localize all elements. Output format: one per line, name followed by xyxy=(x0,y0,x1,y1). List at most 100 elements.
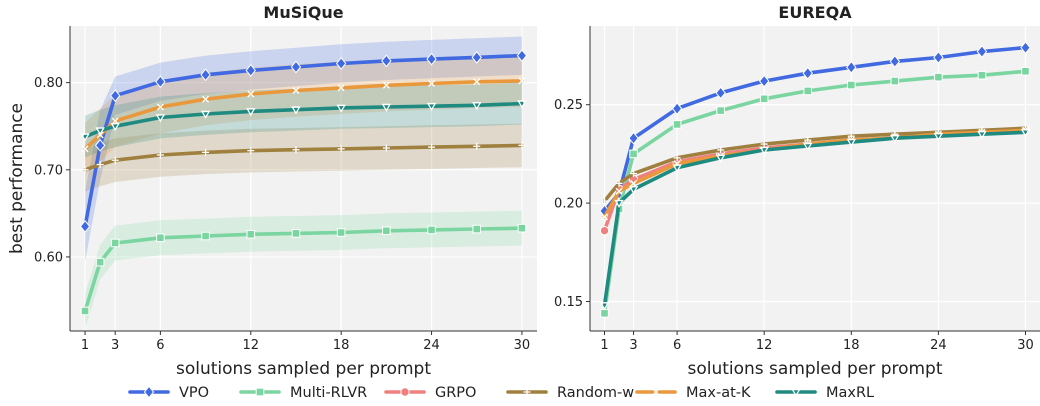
musique-point-maxrl-shape xyxy=(472,102,482,111)
legend-label-maxrl: MaxRL xyxy=(826,385,874,401)
eureqa-y-tick-label: 0.25 xyxy=(554,98,583,113)
eureqa-point-maxrl-shape xyxy=(628,186,639,195)
eureqa-point-maxrl-shape xyxy=(890,134,900,144)
musique-point-vpo-shape xyxy=(109,89,121,103)
musique-point-multi-rlvr-shape xyxy=(80,306,90,316)
musique-point-multi-rlvr-shape xyxy=(246,229,256,239)
legend-label-vpo: VPO xyxy=(179,385,209,401)
musique-point-maxrl-shape xyxy=(246,108,256,117)
musique-point-maxrl-shape xyxy=(155,114,166,123)
musique-point-maxrl xyxy=(426,102,437,112)
eureqa-x-tick-label: 6 xyxy=(673,338,681,353)
eureqa-point-vpo-shape xyxy=(715,86,726,100)
legend-marker-max-at-k xyxy=(652,388,660,396)
musique-point-max-at-k xyxy=(247,90,255,98)
musique-point-vpo-shape xyxy=(335,57,347,70)
eureqa-point-random-w xyxy=(760,140,768,148)
eureqa-line-multi-rlvr xyxy=(602,69,1028,316)
eureqa-point-maxrl xyxy=(1020,129,1031,138)
musique-point-vpo xyxy=(335,57,347,70)
musique-point-vpo xyxy=(79,220,91,233)
musique-point-multi-rlvr-shape xyxy=(201,231,210,241)
musique-point-max-at-k xyxy=(382,81,390,89)
eureqa-point-vpo xyxy=(889,55,901,68)
musique-point-multi-rlvr xyxy=(472,224,482,234)
eureqa-point-vpo xyxy=(1020,41,1031,55)
musique-point-max-at-k-d2 xyxy=(292,86,300,94)
musique-point-random-w xyxy=(81,166,89,174)
eureqa-point-random-w xyxy=(630,170,638,178)
musique-point-max-at-k-d2 xyxy=(518,77,526,85)
eureqa-plot-area xyxy=(599,41,1031,318)
eureqa-point-maxrl xyxy=(890,134,900,144)
eureqa-point-multi-rlvr-shape xyxy=(977,70,987,80)
musique-point-maxrl-shape xyxy=(426,102,437,112)
eureqa-point-vpo xyxy=(976,45,988,58)
musique-point-random-w xyxy=(96,161,104,169)
legend-marker-vpo-shape xyxy=(143,385,155,399)
eureqa-point-multi-rlvr xyxy=(977,70,987,80)
legend-label-multi-rlvr: Multi-RLVR xyxy=(290,385,367,401)
musique-point-max-at-k-d2 xyxy=(428,80,436,88)
musique-point-maxrl xyxy=(336,104,346,113)
musique-point-multi-rlvr xyxy=(95,257,105,267)
legend-item-max-at-k: Max-at-K xyxy=(635,385,751,401)
musique-point-max-at-k-d2 xyxy=(337,84,345,92)
eureqa-point-vpo-shape xyxy=(889,55,901,68)
musique-point-maxrl-shape xyxy=(110,122,120,132)
eureqa-point-multi-rlvr-shape xyxy=(629,149,638,159)
eureqa-point-max-at-k xyxy=(630,179,638,187)
musique-point-vpo-shape xyxy=(290,60,302,74)
eureqa-point-vpo-shape xyxy=(758,74,770,88)
musique-band-random-w xyxy=(85,123,522,192)
eureqa-point-vpo-shape xyxy=(802,66,813,80)
musique-x-tick-label: 30 xyxy=(514,338,531,353)
musique-point-multi-rlvr-shape xyxy=(382,226,391,236)
legend-item-multi-rlvr: Multi-RLVR xyxy=(239,385,367,401)
musique-point-maxrl xyxy=(80,133,90,142)
eureqa-point-maxrl-shape xyxy=(846,138,857,147)
musique-point-max-at-k xyxy=(81,145,89,153)
musique-point-multi-rlvr xyxy=(427,225,436,235)
musique-band-vpo xyxy=(85,36,522,262)
musique-point-vpo-shape xyxy=(381,54,392,68)
legend-marker-grpo xyxy=(400,387,410,397)
eureqa-line-vpo xyxy=(602,45,1028,213)
eureqa-line-random-w xyxy=(602,126,1028,203)
legend-marker-multi-rlvr-shape xyxy=(255,387,265,397)
eureqa-point-maxrl-shape xyxy=(614,199,624,208)
eureqa-point-max-at-k-d2 xyxy=(630,179,638,187)
musique-x-tick-label: 12 xyxy=(243,338,260,353)
eureqa-point-vpo xyxy=(758,74,770,88)
eureqa-point-maxrl xyxy=(846,138,857,147)
musique-point-multi-rlvr xyxy=(156,233,165,243)
musique-point-multi-rlvr xyxy=(336,228,346,237)
eureqa-x-tick-label: 18 xyxy=(843,338,860,353)
musique-point-random-w xyxy=(111,156,119,164)
musique-point-vpo-shape xyxy=(516,49,528,63)
eureqa-point-max-at-k xyxy=(601,213,609,221)
musique-x-axis-label: solutions sampled per prompt xyxy=(176,359,431,379)
eureqa-y-tick-label: 0.15 xyxy=(554,295,583,310)
musique-point-vpo xyxy=(109,89,121,103)
eureqa-point-vpo-shape xyxy=(976,45,988,58)
legend-item-maxrl: MaxRL xyxy=(775,385,874,401)
musique-point-maxrl-shape xyxy=(336,104,346,113)
eureqa-point-max-at-k-d2 xyxy=(673,160,681,168)
musique-point-multi-rlvr xyxy=(291,229,301,238)
musique-plot-area xyxy=(79,36,528,329)
musique-point-maxrl-shape xyxy=(200,110,211,119)
eureqa-point-maxrl xyxy=(759,146,769,155)
eureqa-point-maxrl-shape xyxy=(1020,129,1031,138)
eureqa-point-multi-rlvr xyxy=(803,86,813,96)
eureqa-point-multi-rlvr xyxy=(759,94,769,104)
eureqa-point-multi-rlvr-shape xyxy=(672,120,682,129)
musique-point-multi-rlvr-shape xyxy=(156,233,165,243)
eureqa-title: EUREQA xyxy=(778,3,852,22)
musique-y-tick-label: 0.60 xyxy=(34,250,63,265)
eureqa-point-multi-rlvr xyxy=(672,120,682,129)
eureqa-point-max-at-k-d2 xyxy=(615,187,623,195)
musique-point-maxrl xyxy=(155,114,166,123)
musique-point-max-at-k-d2 xyxy=(382,81,390,89)
eureqa-point-random-w xyxy=(615,179,623,187)
